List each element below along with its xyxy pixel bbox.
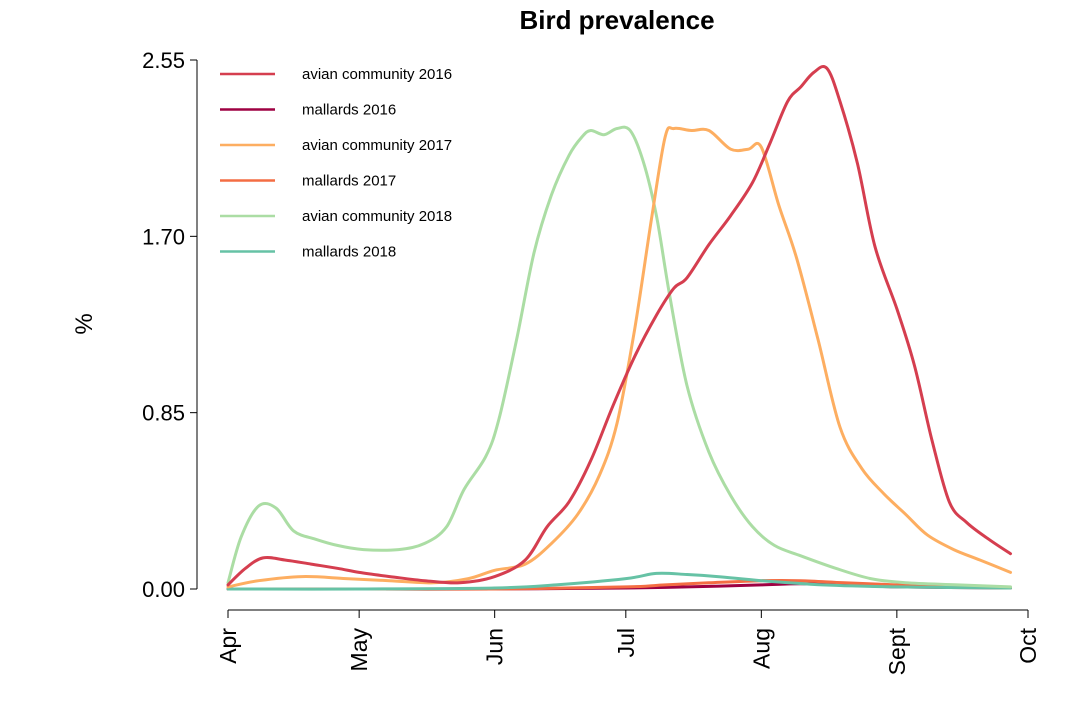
x-tick-label: Oct	[1015, 627, 1041, 663]
x-tick-label: Aug	[748, 628, 774, 669]
x-tick-label: Apr	[215, 628, 241, 664]
y-tick-label: 0.00	[142, 577, 185, 602]
chart-title: Bird prevalence	[519, 5, 714, 35]
legend-label-mallards-2018: mallards 2018	[302, 244, 396, 261]
legend-label-avian-community-2017: avian community 2017	[302, 137, 452, 154]
legend-label-mallards-2016: mallards 2016	[302, 102, 396, 119]
x-axis: Apr May Jun Jul Aug Sept Oct	[215, 609, 1041, 675]
x-tick-label: Jul	[613, 628, 639, 657]
y-axis-title: %	[71, 313, 98, 334]
y-tick-label: 0.85	[142, 401, 185, 426]
series-line-avian-community-2017	[226, 126, 1012, 589]
series-line-avian-community-2016	[226, 64, 1012, 587]
y-axis: 0.00 0.85 1.70 2.55	[142, 48, 198, 602]
y-tick-label: 1.70	[142, 224, 185, 249]
x-tick-label: May	[346, 628, 372, 672]
series-line-mallards-2018	[226, 571, 1012, 591]
series-line-avian-community-2018	[226, 125, 1012, 589]
legend-label-avian-community-2016: avian community 2016	[302, 66, 452, 83]
x-tick-label: Jun	[482, 628, 508, 665]
y-tick-label: 2.55	[142, 48, 185, 73]
x-tick-label: Sept	[884, 627, 910, 675]
series-lines	[226, 64, 1012, 591]
legend: avian community 2016 mallards 2016 avian c…	[220, 66, 452, 261]
legend-label-mallards-2017: mallards 2017	[302, 173, 396, 190]
legend-label-avian-community-2018: avian community 2018	[302, 208, 452, 225]
